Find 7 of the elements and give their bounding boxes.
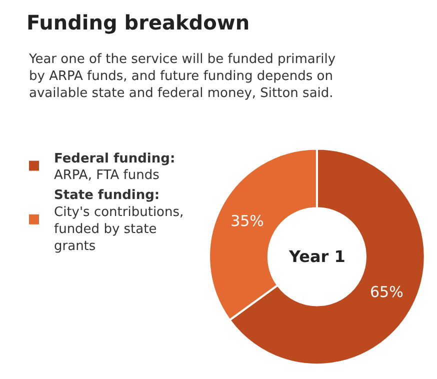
legend-label: Federal funding: ARPA, FTA funds <box>54 151 176 184</box>
chart-title: Funding breakdown <box>26 10 250 35</box>
legend-label: State funding: City's contributions, funded by state grants <box>54 188 184 254</box>
data-label: 35% <box>230 212 264 230</box>
text: Year 1 <box>288 247 346 266</box>
data-label: 65% <box>370 283 404 302</box>
chart-subtitle: Year one of the service will be funded primarily by ARPA funds, and future funding depends on available state and federal money, Sitton said. <box>28 52 336 101</box>
